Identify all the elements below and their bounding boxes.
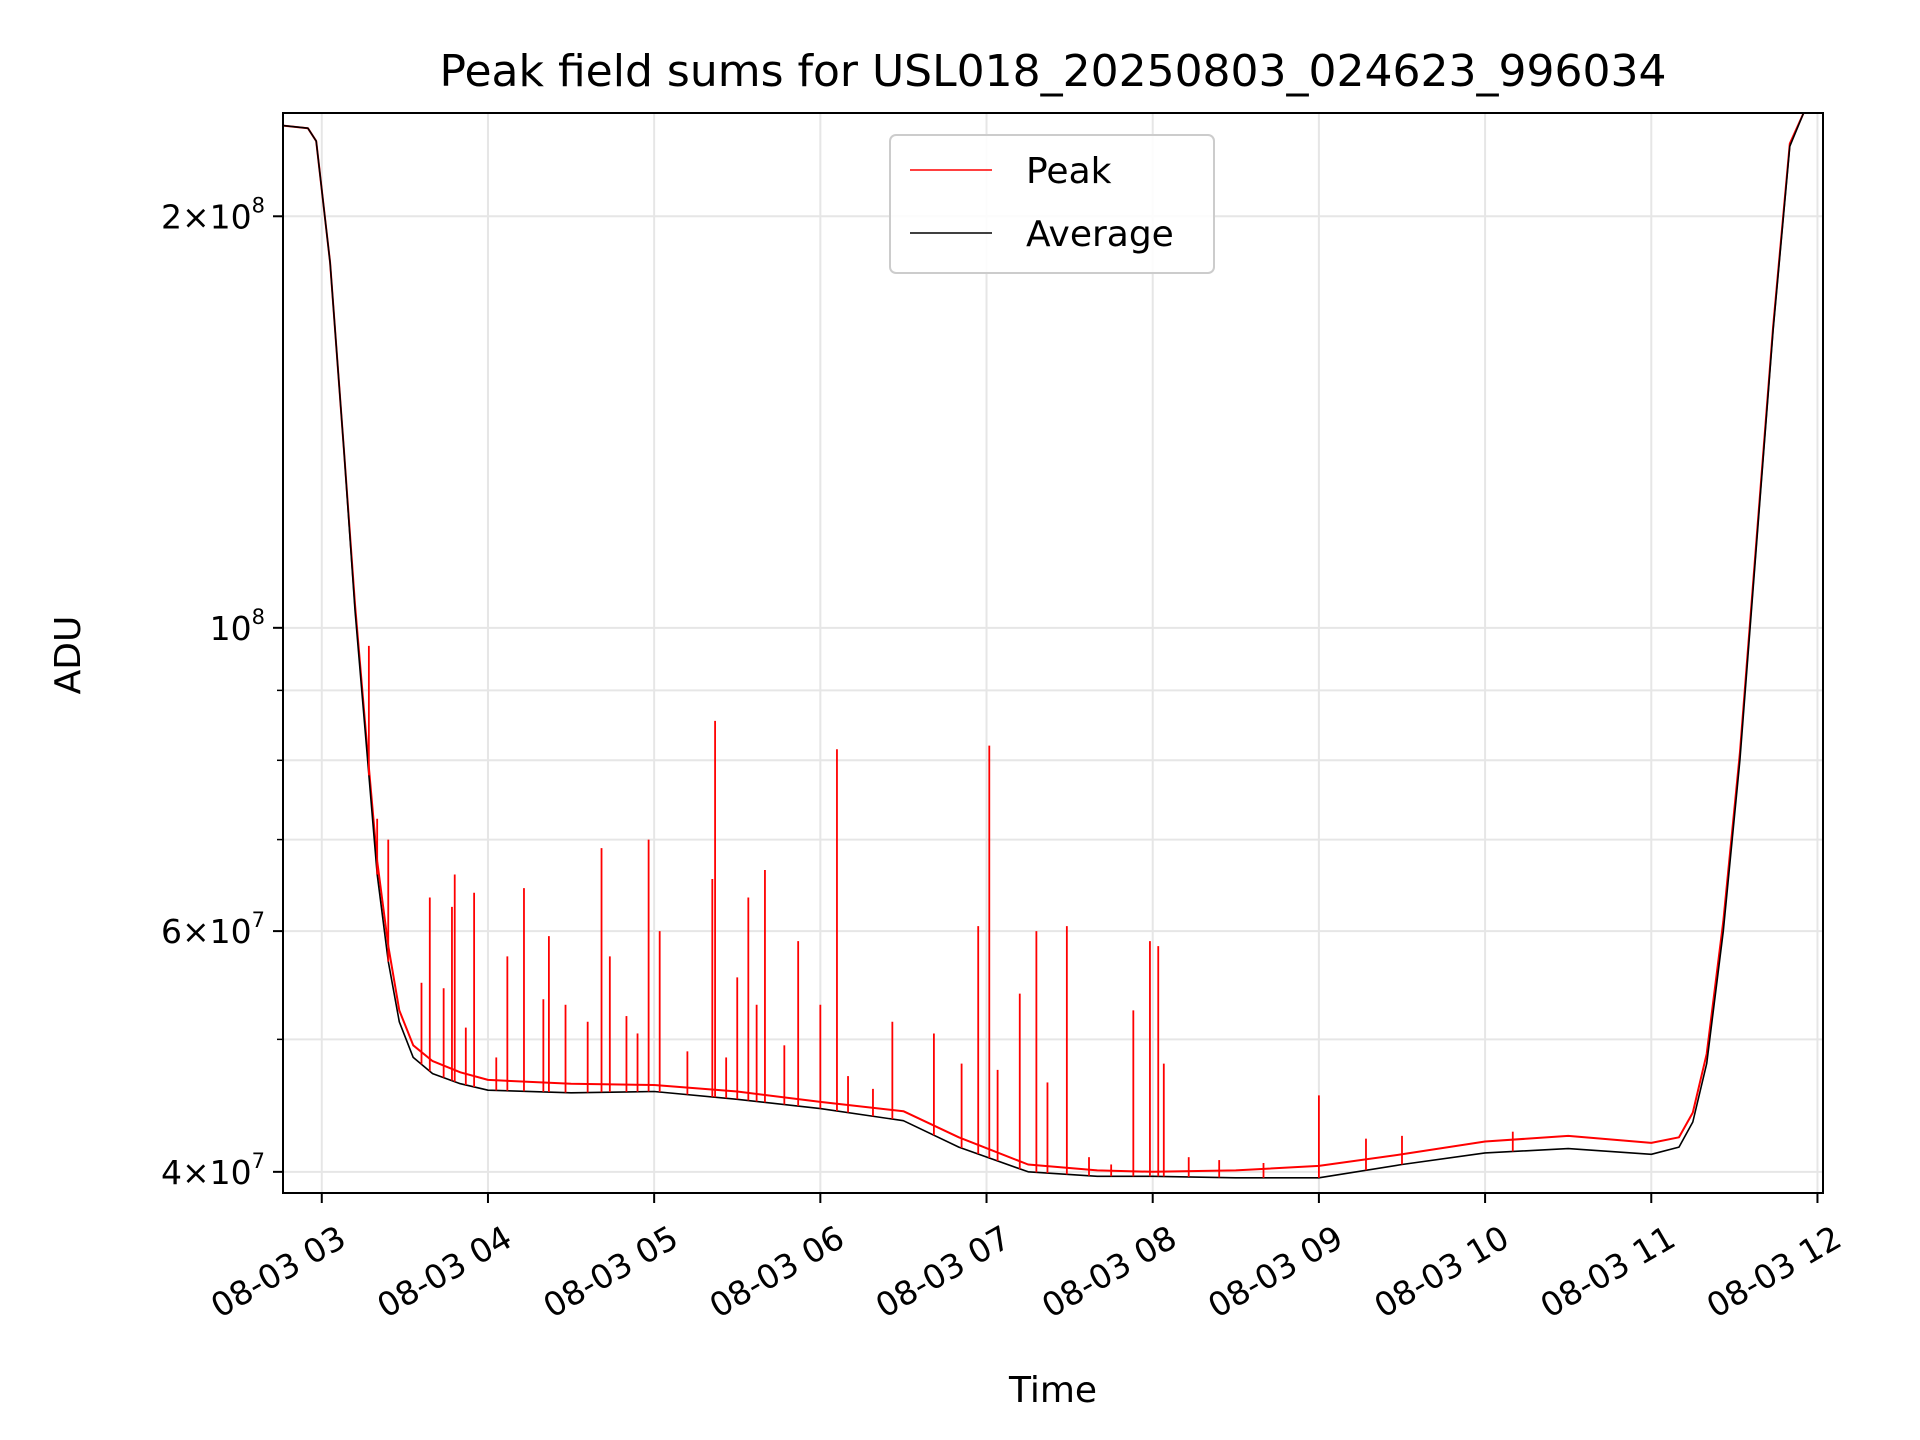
legend-label-average: Average	[1026, 214, 1174, 255]
x-tick-label: 08-03 07	[869, 1218, 1017, 1326]
legend-label-peak: Peak	[1026, 151, 1112, 192]
series-group	[283, 113, 1805, 1179]
x-tick-label: 08-03 04	[370, 1218, 518, 1326]
x-tick-label: 08-03 03	[204, 1218, 352, 1326]
x-tick-label: 08-03 06	[703, 1218, 851, 1326]
x-axis-label: Time	[1008, 1370, 1097, 1411]
y-axis-ticks: 4×107 6×107 108 2×108	[161, 193, 283, 1192]
x-tick-label: 08-03 09	[1201, 1218, 1349, 1326]
y-tick-label: 2×108	[161, 193, 265, 236]
y-tick-label: 6×107	[161, 908, 265, 951]
series-line-average	[283, 113, 1805, 1179]
x-tick-label: 08-03 05	[537, 1218, 685, 1326]
plot-frame	[282, 112, 1824, 1194]
y-axis-label: ADU	[48, 616, 89, 695]
x-tick-label: 08-03 12	[1700, 1218, 1848, 1326]
x-tick-label: 08-03 08	[1035, 1218, 1183, 1326]
x-tick-label: 08-03 10	[1367, 1218, 1515, 1326]
y-tick-label: 108	[210, 605, 265, 648]
x-axis-ticks: 08-03 03 08-03 04 08-03 05 08-03 06 08-03 07…	[204, 1193, 1848, 1326]
legend: Peak Average	[889, 134, 1215, 274]
y-tick-label: 4×107	[161, 1149, 265, 1192]
grid-lines	[283, 113, 1823, 1193]
x-tick-label: 08-03 11	[1534, 1218, 1682, 1326]
chart-title: Peak field sums for USL018_20250803_0246…	[440, 46, 1667, 97]
